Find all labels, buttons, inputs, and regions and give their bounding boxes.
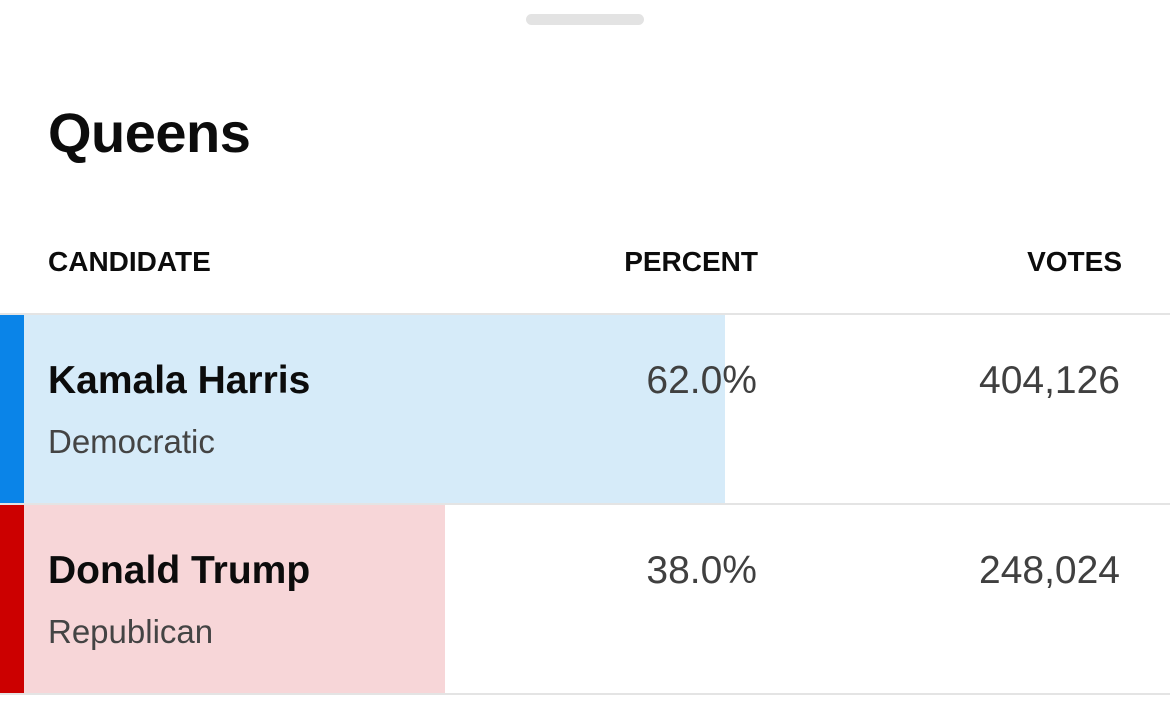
candidate-name: Kamala Harris (48, 359, 311, 402)
percent-bar (0, 315, 726, 503)
percent: 38.0% (646, 549, 757, 592)
column-header: CANDIDATE (48, 246, 211, 277)
party-strip (0, 505, 24, 693)
drag-handle[interactable] (526, 14, 644, 25)
percent-bar (0, 505, 445, 693)
candidate-row: Donald Trump Republican 38.0% 248,024 (0, 505, 1170, 695)
candidate-name: Donald Trump (48, 549, 311, 592)
title: Queens (48, 101, 251, 164)
percent: 62.0% (646, 359, 757, 402)
candidate-row: Kamala Harris Democratic 62.0% 404,126 (0, 315, 1170, 505)
divider (0, 313, 1170, 315)
column-header: PERCENT (624, 246, 758, 277)
party-name: Republican (48, 613, 214, 650)
votes: 248,024 (979, 549, 1120, 592)
party-strip (0, 315, 24, 503)
votes: 404,126 (979, 359, 1120, 402)
column-header: VOTES (1027, 246, 1122, 277)
party-name: Democratic (48, 423, 215, 460)
